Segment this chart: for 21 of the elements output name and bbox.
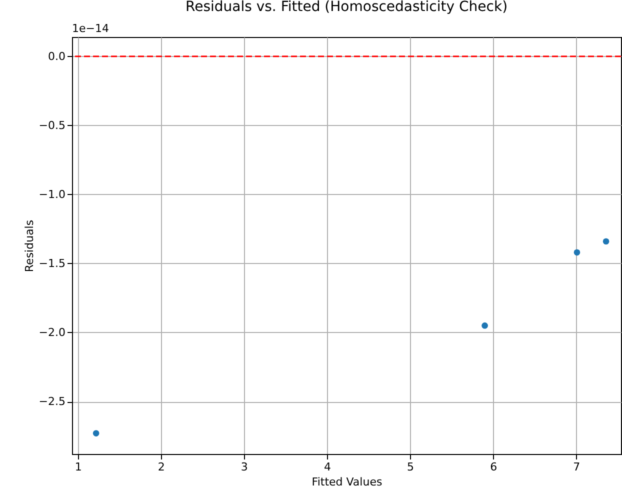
y-tick-label: −1.5: [38, 256, 66, 270]
y-tick-label: −0.5: [38, 118, 66, 132]
y-tick-label: 0.0: [48, 50, 66, 63]
point: [602, 238, 610, 245]
x-tick-label: 5: [407, 460, 414, 474]
y-tick-label: −2.5: [38, 395, 66, 408]
x-axis-title: Fitted Values: [312, 476, 382, 488]
x-tick-label: 6: [490, 460, 498, 474]
y-tick-label: −1.0: [38, 188, 66, 201]
y-tick-label: −2.0: [38, 326, 66, 339]
text: 1e−14: [72, 22, 109, 35]
x-tick-label: 3: [240, 460, 248, 474]
x-tick-label: 2: [158, 460, 165, 474]
x-tick-label: 4: [324, 460, 331, 474]
point: [482, 322, 488, 329]
y-axis-title: Residuals: [22, 220, 36, 272]
point: [574, 249, 580, 256]
x-tick-label: 1: [74, 460, 82, 474]
chart-title: Residuals vs. Fitted (Homoscedasticity Check): [185, 0, 508, 15]
x-tick-label: 7: [573, 460, 580, 474]
point: [92, 430, 100, 436]
